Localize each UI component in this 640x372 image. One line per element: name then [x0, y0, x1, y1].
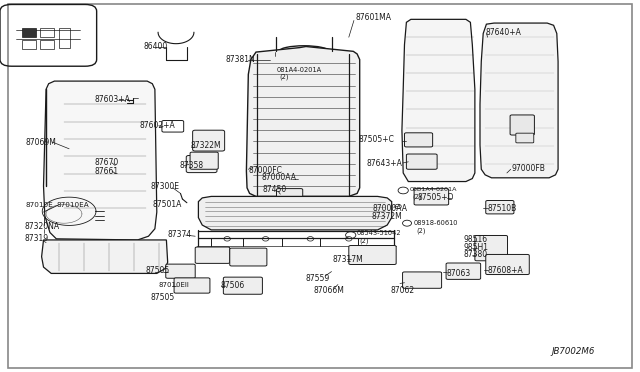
- Text: 87505: 87505: [146, 266, 170, 275]
- FancyBboxPatch shape: [446, 263, 481, 279]
- FancyBboxPatch shape: [516, 133, 534, 143]
- Text: 98516: 98516: [464, 235, 488, 244]
- Text: 87063: 87063: [447, 269, 471, 278]
- Text: 87602+A: 87602+A: [140, 121, 175, 130]
- Text: 081A4-0201A: 081A4-0201A: [276, 67, 322, 73]
- Text: 87062: 87062: [390, 286, 415, 295]
- FancyBboxPatch shape: [403, 272, 442, 288]
- Text: 87506: 87506: [221, 281, 245, 290]
- Text: 87510B: 87510B: [488, 204, 517, 213]
- Text: (2): (2): [279, 73, 289, 80]
- Text: 87505+D: 87505+D: [417, 193, 454, 202]
- Text: 87450: 87450: [262, 185, 287, 194]
- Text: 87640+A: 87640+A: [485, 28, 521, 37]
- Bar: [22, 40, 36, 49]
- Bar: [40, 40, 54, 49]
- Text: 87319: 87319: [24, 234, 49, 243]
- FancyBboxPatch shape: [166, 264, 195, 278]
- Bar: [22, 28, 36, 37]
- Text: 87603+A: 87603+A: [95, 95, 131, 104]
- Polygon shape: [402, 19, 475, 182]
- Text: 08B1A4-0201A: 08B1A4-0201A: [410, 187, 457, 192]
- Text: 87380: 87380: [464, 250, 488, 259]
- Text: 87066M: 87066M: [314, 286, 344, 295]
- Text: 87069M: 87069M: [26, 138, 56, 147]
- Text: 87322M: 87322M: [191, 141, 221, 150]
- FancyBboxPatch shape: [190, 152, 218, 169]
- Text: 87000AA: 87000AA: [261, 173, 296, 182]
- FancyBboxPatch shape: [223, 277, 262, 294]
- Text: 87317M: 87317M: [333, 255, 364, 264]
- FancyBboxPatch shape: [186, 155, 217, 173]
- Text: 87559: 87559: [306, 274, 330, 283]
- FancyBboxPatch shape: [486, 201, 514, 214]
- Text: 87643+A: 87643+A: [366, 159, 402, 168]
- FancyBboxPatch shape: [475, 235, 508, 261]
- Polygon shape: [44, 81, 157, 240]
- Bar: [59, 28, 70, 48]
- FancyBboxPatch shape: [193, 130, 225, 151]
- Text: 97000FB: 97000FB: [512, 164, 546, 173]
- Text: 87320NA: 87320NA: [24, 222, 60, 231]
- FancyBboxPatch shape: [195, 247, 230, 263]
- FancyBboxPatch shape: [276, 189, 303, 201]
- Text: 985H1: 985H1: [464, 243, 489, 251]
- Text: 87670: 87670: [95, 158, 119, 167]
- FancyBboxPatch shape: [349, 246, 396, 264]
- Polygon shape: [198, 196, 392, 230]
- Text: 87661: 87661: [95, 167, 119, 176]
- Text: 87010E: 87010E: [26, 202, 53, 208]
- FancyBboxPatch shape: [486, 254, 529, 275]
- Text: 87505: 87505: [150, 293, 175, 302]
- Text: 87358: 87358: [179, 161, 204, 170]
- FancyBboxPatch shape: [174, 278, 210, 293]
- Text: 08918-60610: 08918-60610: [413, 220, 458, 226]
- FancyBboxPatch shape: [510, 115, 534, 135]
- Text: 87010EA: 87010EA: [56, 202, 89, 208]
- Text: 08543-51042: 08543-51042: [357, 230, 402, 236]
- Text: (2): (2): [412, 194, 422, 201]
- Text: 87010EII: 87010EII: [159, 282, 189, 288]
- FancyBboxPatch shape: [230, 248, 267, 266]
- Text: (2): (2): [360, 237, 369, 244]
- Text: 87000FC: 87000FC: [248, 166, 282, 175]
- Text: 87601MA: 87601MA: [355, 13, 391, 22]
- Text: 87300E: 87300E: [150, 182, 179, 190]
- Text: 87372M: 87372M: [371, 212, 402, 221]
- Polygon shape: [246, 46, 360, 196]
- Text: 87374: 87374: [168, 230, 192, 239]
- Text: 86400: 86400: [144, 42, 168, 51]
- Bar: [40, 28, 54, 37]
- Text: 87505+C: 87505+C: [358, 135, 394, 144]
- FancyBboxPatch shape: [414, 189, 449, 205]
- Text: 87501A: 87501A: [152, 200, 182, 209]
- FancyBboxPatch shape: [404, 133, 433, 147]
- FancyBboxPatch shape: [406, 154, 437, 169]
- Text: 87608+A: 87608+A: [488, 266, 524, 275]
- Text: JB7002M6: JB7002M6: [551, 347, 595, 356]
- Polygon shape: [480, 23, 558, 178]
- Text: 87381N: 87381N: [225, 55, 255, 64]
- Text: (2): (2): [416, 227, 426, 234]
- Polygon shape: [42, 240, 168, 273]
- Text: 87000AA: 87000AA: [372, 204, 408, 213]
